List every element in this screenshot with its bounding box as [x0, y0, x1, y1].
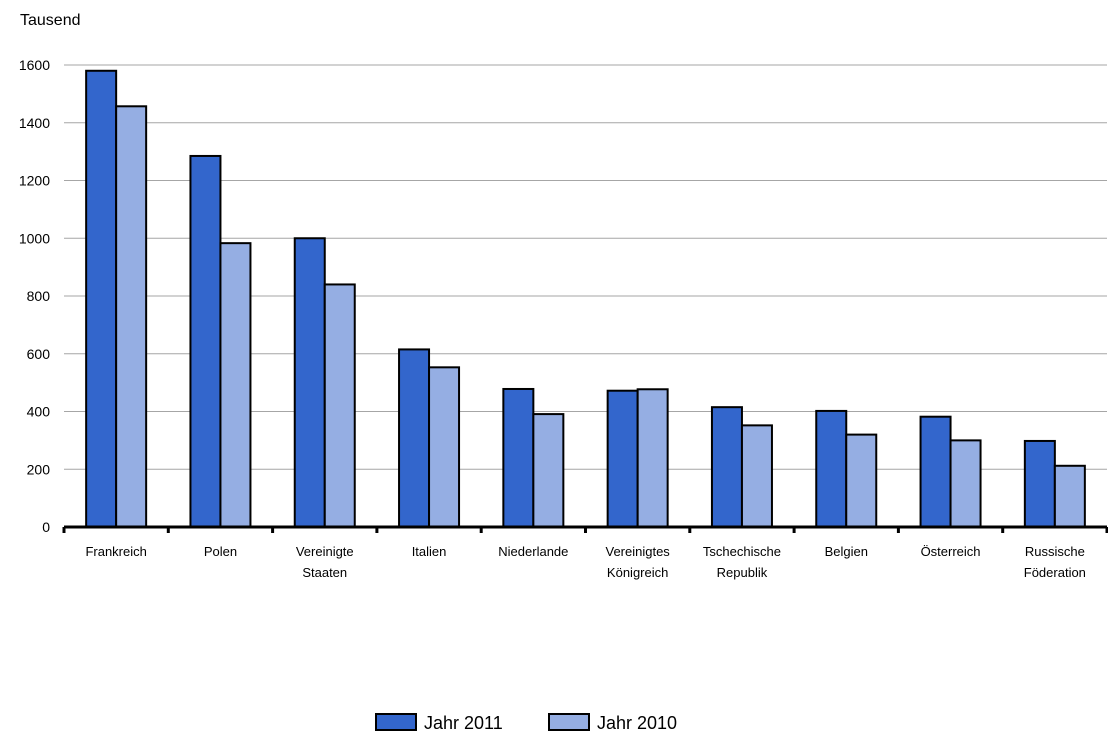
y-tick-label: 1400: [19, 115, 50, 131]
y-tick-label: 600: [27, 346, 51, 362]
x-category-label-line: Republik: [717, 565, 768, 580]
bar-jahr-2010: [845, 433, 878, 529]
bar-jahr-2010: [115, 105, 148, 528]
bar-jahr-2010: [219, 242, 252, 528]
y-axis-ticks: 0 200 400 600 800 1000 1200 1400 1600: [19, 57, 50, 535]
bar-jahr-2010: [323, 283, 356, 529]
x-category-label-line: Belgien: [825, 544, 868, 559]
bar-jahr-2011: [710, 406, 743, 529]
x-axis: [62, 525, 1108, 533]
bar-jahr-2010: [740, 424, 773, 528]
x-category-label: Vereinigtes Königreich: [605, 544, 670, 580]
x-category-label-line: Frankreich: [85, 544, 146, 559]
x-category-label-line: Polen: [204, 544, 237, 559]
x-category-label-line: Staaten: [302, 565, 347, 580]
legend: Jahr 2011 Jahr 2010: [375, 713, 677, 733]
y-tick-label: 1000: [19, 230, 50, 246]
y-tick-label: 1200: [19, 173, 50, 189]
y-tick-label: 0: [42, 519, 50, 535]
x-category-label: Polen: [204, 544, 237, 559]
x-category-label: Vereinigte Staaten: [296, 544, 354, 580]
x-category-label-line: Vereinigtes: [605, 544, 670, 559]
bar-jahr-2011: [919, 415, 952, 529]
legend-swatch: [548, 713, 590, 731]
x-category-label-line: Russische: [1025, 544, 1085, 559]
bar-jahr-2010: [532, 413, 565, 529]
x-category-label: Niederlande: [498, 544, 568, 559]
x-category-label-line: Vereinigte: [296, 544, 354, 559]
x-category-label: Russische Föderation: [1024, 544, 1086, 580]
x-axis-categories: Frankreich Polen Vereinigte Staaten Italien N…: [85, 544, 1085, 580]
bar-jahr-2011: [398, 348, 431, 529]
bar-jahr-2010: [636, 388, 669, 528]
x-category-label: Frankreich: [85, 544, 146, 559]
x-category-label-line: Niederlande: [498, 544, 568, 559]
bar-jahr-2011: [189, 154, 222, 529]
bar-jahr-2011: [502, 387, 535, 529]
y-tick-label: 200: [27, 461, 51, 477]
bar-jahr-2011: [606, 389, 639, 528]
bars: [85, 69, 1086, 529]
legend-label: Jahr 2011: [424, 713, 503, 733]
x-category-label-line: Königreich: [607, 565, 668, 580]
legend-swatch: [375, 713, 417, 731]
legend-label: Jahr 2010: [597, 713, 677, 733]
y-tick-label: 400: [27, 404, 51, 420]
y-tick-label: 1600: [19, 57, 50, 73]
bar-jahr-2011: [815, 409, 848, 528]
x-category-label: Belgien: [825, 544, 868, 559]
y-axis-label: Tausend: [20, 12, 81, 29]
x-category-label-line: Italien: [412, 544, 447, 559]
bar-jahr-2010: [949, 439, 982, 528]
bar-jahr-2011: [1023, 439, 1056, 529]
bar-jahr-2011: [293, 237, 326, 528]
bar-jahr-2010: [428, 366, 461, 529]
x-category-label-line: Föderation: [1024, 565, 1086, 580]
bar-jahr-2011: [85, 69, 118, 529]
x-category-label-line: Österreich: [921, 544, 981, 559]
x-category-label: Italien: [412, 544, 447, 559]
bar-jahr-2010: [1053, 464, 1086, 529]
x-category-label: Österreich: [921, 544, 981, 559]
x-category-label-line: Tschechische: [703, 544, 781, 559]
y-tick-label: 800: [27, 288, 51, 304]
x-category-label: Tschechische Republik: [703, 544, 781, 580]
